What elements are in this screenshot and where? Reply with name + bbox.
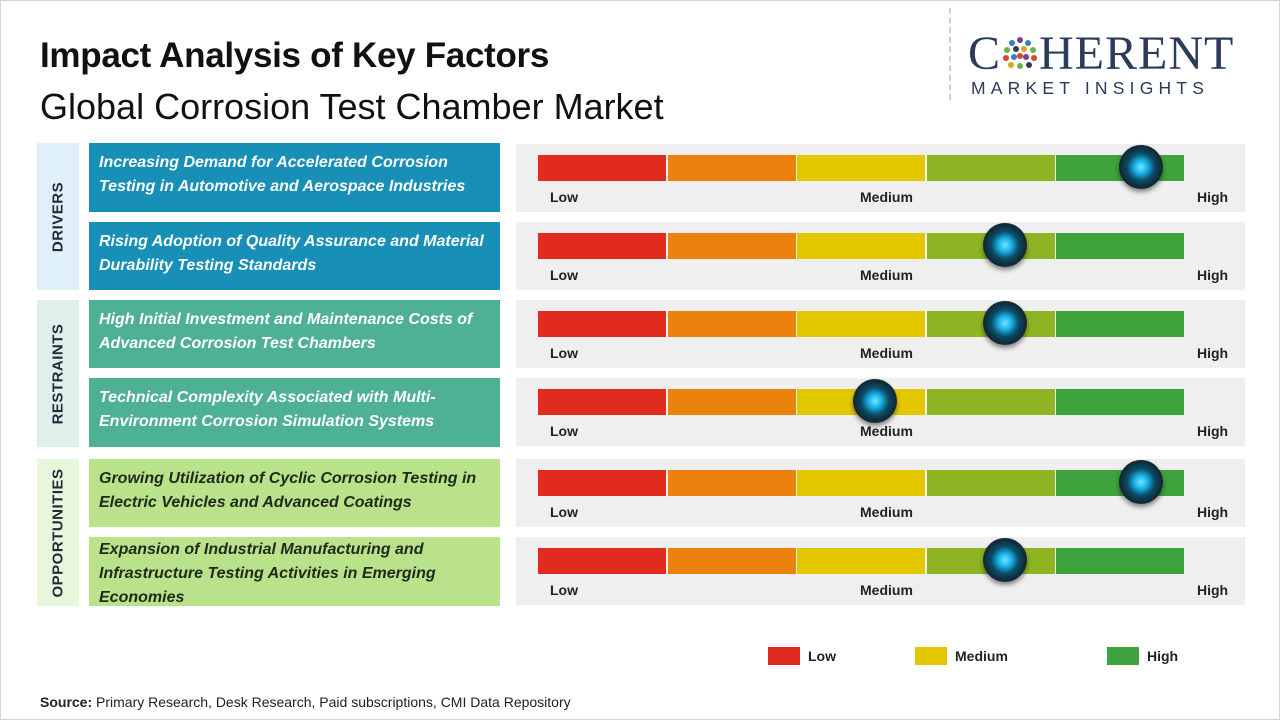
gauge-segment [1056, 233, 1184, 259]
gauge-bar [538, 233, 1184, 259]
impact-gauge: Low Medium High [516, 459, 1245, 527]
gauge-segment [926, 389, 1055, 415]
legend-label-low: Low [808, 648, 836, 664]
page-subtitle: Global Corrosion Test Chamber Market [40, 86, 664, 127]
gauge-segment [797, 548, 925, 574]
factor-box: Technical Complexity Associated with Mul… [89, 378, 500, 447]
gauge-segment [667, 470, 796, 496]
logo-dots-icon [1003, 37, 1038, 69]
factor-box: Increasing Demand for Accelerated Corros… [89, 143, 500, 212]
impact-gauge: Low Medium High [516, 537, 1245, 605]
gauge-bar [538, 155, 1184, 181]
gauge-segment [797, 311, 925, 337]
factor-box: Expansion of Industrial Manufacturing an… [89, 537, 500, 606]
impact-gauge: Low Medium High [516, 222, 1245, 290]
scale-label-high: High [1197, 345, 1229, 361]
scale-label-high: High [1197, 423, 1229, 439]
gauge-segment [797, 155, 925, 181]
scale-label-medium: Medium [860, 189, 913, 205]
legend-swatch-medium [915, 647, 947, 665]
impact-gauge: Low Medium High [516, 144, 1245, 212]
impact-marker [852, 379, 897, 423]
scale-label-low: Low [550, 189, 578, 205]
scale-label-medium: Medium [860, 267, 913, 283]
scale-label-high: High [1197, 189, 1229, 205]
gauge-segment [667, 155, 796, 181]
category-drivers: DRIVERS [37, 143, 79, 290]
scale-label-low: Low [550, 504, 578, 520]
factor-box: Rising Adoption of Quality Assurance and… [89, 222, 500, 290]
gauge-segment [1056, 389, 1184, 415]
gauge-segment [1056, 548, 1184, 574]
impact-marker [982, 223, 1027, 267]
impact-marker [982, 301, 1027, 345]
gauge-bar [538, 311, 1184, 337]
scale-label-medium: Medium [860, 423, 913, 439]
legend-swatch-low [768, 647, 800, 665]
legend-label-medium: Medium [955, 648, 1008, 664]
scale-label-low: Low [550, 267, 578, 283]
factor-box: Growing Utilization of Cyclic Corrosion … [89, 459, 500, 527]
logo-tagline: MARKET INSIGHTS [971, 78, 1210, 98]
scale-label-low: Low [550, 582, 578, 598]
category-opportunities: OPPORTUNITIES [37, 459, 79, 606]
gauge-segment [1056, 311, 1184, 337]
gauge-bar [538, 548, 1184, 574]
source-text: Primary Research, Desk Research, Paid su… [92, 694, 571, 710]
category-label: DRIVERS [49, 181, 67, 252]
impact-gauge: Low Medium High [516, 378, 1245, 446]
impact-marker [1118, 460, 1163, 504]
gauge-segment [797, 470, 925, 496]
header-divider [949, 8, 951, 100]
gauge-segment [538, 311, 666, 337]
logo-letters-rest: HERENT [1039, 27, 1235, 80]
scale-label-high: High [1197, 582, 1229, 598]
gauge-segment [538, 470, 666, 496]
page-title: Impact Analysis of Key Factors [40, 36, 550, 75]
impact-marker [982, 538, 1027, 582]
source-note: Source: Primary Research, Desk Research,… [40, 694, 571, 710]
scale-label-medium: Medium [860, 582, 913, 598]
scale-label-high: High [1197, 504, 1229, 520]
gauge-segment [667, 233, 796, 259]
gauge-segment [538, 548, 666, 574]
category-label: OPPORTUNITIES [49, 467, 67, 598]
factor-box: High Initial Investment and Maintenance … [89, 300, 500, 368]
gauge-segment [538, 233, 666, 259]
gauge-segment [667, 311, 796, 337]
legend-swatch-high [1107, 647, 1139, 665]
logo-letter-c: C [968, 27, 1002, 80]
source-label: Source: [40, 694, 93, 710]
legend-label-high: High [1147, 648, 1179, 664]
scale-label-low: Low [550, 345, 578, 361]
impact-gauge: Low Medium High [516, 300, 1245, 368]
scale-label-high: High [1197, 267, 1229, 283]
gauge-segment [926, 470, 1055, 496]
scale-label-medium: Medium [860, 345, 913, 361]
gauge-segment [926, 155, 1055, 181]
gauge-segment [667, 548, 796, 574]
gauge-segment [797, 233, 925, 259]
category-restraints: RESTRAINTS [37, 300, 79, 447]
category-label: RESTRAINTS [49, 323, 67, 424]
gauge-segment [538, 155, 666, 181]
gauge-segment [667, 389, 796, 415]
scale-label-low: Low [550, 423, 578, 439]
gauge-bar [538, 470, 1184, 496]
gauge-segment [538, 389, 666, 415]
impact-marker [1118, 145, 1163, 189]
scale-label-medium: Medium [860, 504, 913, 520]
company-logo: C HERENT MARKET INSIGHTS [968, 30, 1268, 100]
logo-wordmark: C HERENT [968, 30, 1234, 78]
